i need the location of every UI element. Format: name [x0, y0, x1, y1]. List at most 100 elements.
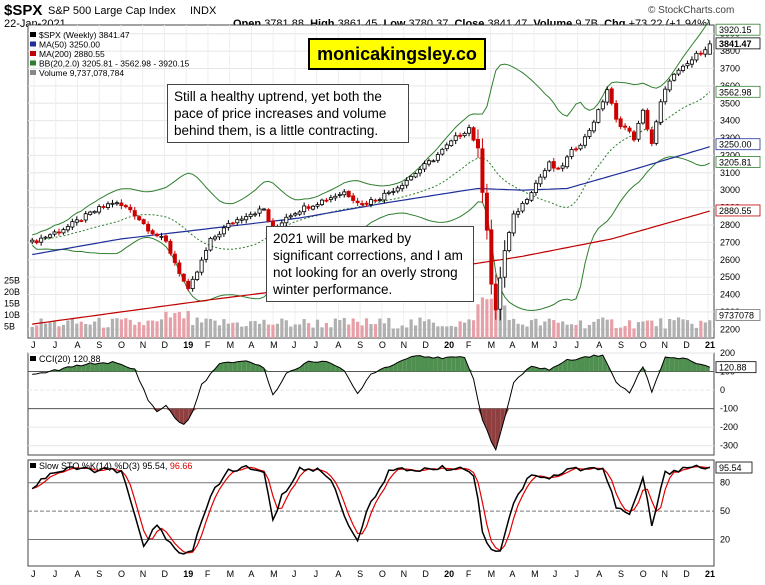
volume-bar [137, 321, 141, 338]
sto-legend-swatch [30, 463, 36, 468]
copyright: © StockCharts.com [648, 5, 735, 16]
last-value-box [715, 204, 761, 217]
sto-x-label: O [118, 569, 125, 579]
volume-bar [663, 328, 667, 338]
cci-oversold-fill [179, 408, 184, 425]
candle-body [694, 52, 699, 61]
volume-bar [93, 321, 97, 338]
volume-bar [489, 298, 493, 338]
volume-bar [249, 321, 253, 338]
candle-body [409, 175, 414, 181]
candle-body [43, 236, 48, 239]
volume-bar [614, 328, 618, 338]
volume-bar [302, 319, 306, 338]
candle-body [368, 199, 373, 205]
exchange-label: INDX [190, 5, 217, 17]
volume-bar [39, 318, 43, 338]
sto-x-label: N [401, 569, 408, 579]
sto-x-label: O [379, 569, 386, 579]
candle-body [253, 213, 258, 216]
last-value-box [715, 309, 761, 322]
candle-body [422, 163, 427, 170]
volume-bar [119, 319, 123, 338]
candle-body [328, 197, 333, 200]
price-x-label: 21 [705, 340, 715, 350]
cci-overbought-fill [433, 356, 438, 372]
candle-body [114, 202, 119, 205]
candle-body [123, 205, 128, 208]
volume-bar [654, 326, 658, 338]
candle-body [458, 134, 463, 137]
candle-body [453, 135, 458, 141]
volume-bar [329, 327, 333, 338]
volume-bar [115, 318, 119, 338]
price-x-label: J [553, 340, 558, 350]
candle-body [101, 206, 106, 208]
volume-bar [110, 318, 115, 338]
sto-last-label: 95.54 [719, 463, 742, 473]
sto-tick-label: 20 [720, 535, 730, 545]
candle-body [65, 226, 70, 231]
volume-bar [324, 322, 329, 338]
cci-overbought-fill [576, 357, 581, 372]
volume-bar [217, 325, 222, 338]
candle-body [181, 273, 186, 282]
legend-swatch [30, 51, 36, 56]
cci-overbought-fill [255, 364, 260, 372]
cci-overbought-fill [451, 356, 456, 372]
last-value-box [715, 85, 761, 98]
price-tick-label: 3200 [720, 150, 740, 160]
sto-x-label: M [531, 569, 539, 579]
candle-body [654, 121, 659, 144]
price-x-label: O [640, 340, 647, 350]
candle-body [484, 192, 489, 231]
bb-upper-line [32, 20, 711, 236]
candle-body [507, 232, 512, 252]
candle-body [172, 253, 177, 263]
candle-body [529, 192, 534, 201]
volume-bar [596, 319, 600, 338]
volume-bar [213, 320, 217, 338]
volume-bar [538, 325, 542, 338]
index-name: S&P 500 Large Cap Index [48, 5, 176, 17]
volume-bar [338, 320, 342, 338]
candle-body [551, 161, 556, 169]
candle-body [333, 195, 338, 199]
volume-bar [694, 327, 698, 338]
candle-body [658, 101, 663, 123]
sto-x-label: A [74, 569, 80, 579]
cci-overbought-fill [437, 356, 443, 372]
volume-bar [289, 326, 293, 338]
cci-overbought-fill [81, 364, 86, 372]
volume-bar [235, 322, 239, 338]
volume-bar [240, 326, 244, 338]
cci-overbought-fill [219, 362, 224, 372]
sto-x-label: O [640, 569, 647, 579]
volume-bar [306, 323, 311, 338]
cci-overbought-fill [535, 367, 541, 372]
candle-body [520, 202, 525, 212]
candle-body [355, 200, 360, 204]
candle-body [538, 176, 543, 185]
volume-bar [124, 318, 128, 338]
cci-overbought-fill [402, 358, 407, 372]
cci-overbought-fill [250, 362, 256, 372]
candle-body [582, 136, 587, 146]
price-x-label: A [335, 340, 341, 350]
cci-overbought-fill [696, 363, 701, 372]
cci-overbought-fill [335, 365, 340, 372]
candle-body [208, 237, 213, 251]
legend-label: Volume 9,737,078,784 [39, 68, 124, 78]
candle-body [346, 191, 351, 198]
cci-overbought-fill [397, 360, 403, 372]
price-tick-label: 3400 [720, 116, 740, 126]
candle-body [97, 206, 102, 213]
volume-bar [66, 320, 70, 338]
volume-bar [703, 322, 707, 338]
price-x-label: S [96, 340, 102, 350]
sto-d-legend-value: 96.66 [167, 461, 192, 471]
candle-body [34, 240, 39, 244]
candle-body [364, 202, 369, 205]
candle-body [128, 206, 133, 211]
candle-body [502, 250, 507, 278]
